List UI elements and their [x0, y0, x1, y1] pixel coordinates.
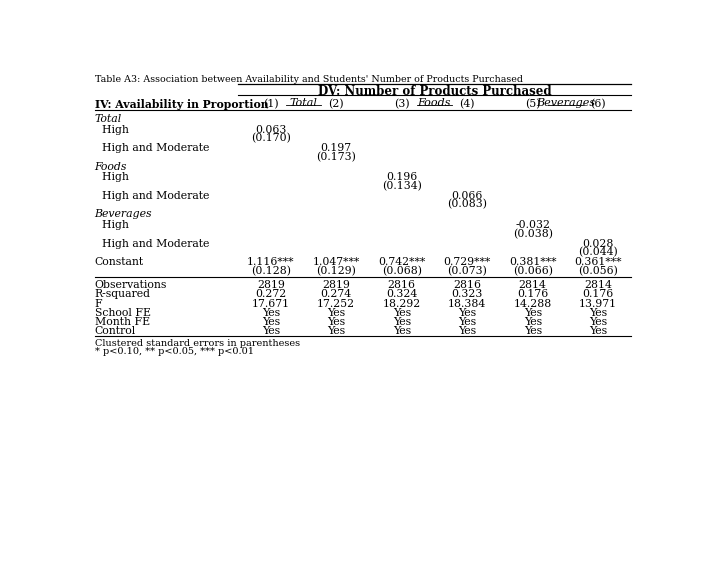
Text: 13.971: 13.971	[579, 298, 617, 309]
Text: Table A3: Association between Availability and Students' Number of Products Purc: Table A3: Association between Availabili…	[95, 75, 522, 84]
Text: (0.068): (0.068)	[382, 266, 421, 276]
Text: Yes: Yes	[524, 326, 542, 336]
Text: 17.252: 17.252	[317, 298, 355, 309]
Text: (0.083): (0.083)	[447, 199, 487, 210]
Text: * p<0.10, ** p<0.05, *** p<0.01: * p<0.10, ** p<0.05, *** p<0.01	[95, 347, 254, 356]
Text: 18.384: 18.384	[448, 298, 486, 309]
Text: 0.381***: 0.381***	[509, 257, 556, 267]
Text: 2814: 2814	[584, 280, 612, 290]
Text: (0.134): (0.134)	[382, 181, 421, 191]
Text: 0.063: 0.063	[255, 124, 286, 135]
Text: 0.729***: 0.729***	[443, 257, 491, 267]
Text: Yes: Yes	[392, 317, 411, 327]
Text: Foods: Foods	[418, 97, 451, 108]
Text: (0.170): (0.170)	[251, 133, 291, 143]
Text: 0.028: 0.028	[583, 238, 614, 248]
Text: Observations: Observations	[95, 280, 167, 290]
Text: Yes: Yes	[327, 326, 345, 336]
Text: DV: Number of Products Purchased: DV: Number of Products Purchased	[317, 85, 551, 98]
Text: 0.176: 0.176	[517, 289, 548, 300]
Text: High and Moderate: High and Moderate	[95, 191, 209, 201]
Text: (5): (5)	[525, 99, 540, 109]
Text: 18.292: 18.292	[382, 298, 421, 309]
Text: IV: Availability in Proportion: IV: Availability in Proportion	[95, 99, 268, 110]
Text: Month FE: Month FE	[95, 317, 150, 327]
Text: (0.173): (0.173)	[316, 151, 356, 162]
Text: Yes: Yes	[262, 308, 280, 318]
Text: Yes: Yes	[589, 326, 607, 336]
Text: 2816: 2816	[387, 280, 416, 290]
Text: High: High	[95, 172, 129, 182]
Text: High and Moderate: High and Moderate	[95, 238, 209, 248]
Text: Control: Control	[95, 326, 136, 336]
Text: 0.066: 0.066	[452, 191, 483, 201]
Text: (0.129): (0.129)	[316, 266, 356, 276]
Text: High: High	[95, 124, 129, 135]
Text: 17.671: 17.671	[252, 298, 290, 309]
Text: School FE: School FE	[95, 308, 151, 318]
Text: 0.176: 0.176	[583, 289, 614, 300]
Text: 0.196: 0.196	[386, 172, 417, 182]
Text: Yes: Yes	[327, 317, 345, 327]
Text: (0.128): (0.128)	[251, 266, 291, 276]
Text: (0.056): (0.056)	[578, 266, 618, 276]
Text: 0.274: 0.274	[320, 289, 352, 300]
Text: 14.288: 14.288	[513, 298, 551, 309]
Text: (4): (4)	[460, 99, 475, 109]
Text: Beverages: Beverages	[95, 209, 152, 219]
Text: Yes: Yes	[458, 317, 477, 327]
Text: -0.032: -0.032	[515, 220, 550, 230]
Text: (0.066): (0.066)	[513, 266, 553, 276]
Text: 0.361***: 0.361***	[574, 257, 622, 267]
Text: 0.323: 0.323	[452, 289, 483, 300]
Text: Clustered standard errors in parentheses: Clustered standard errors in parentheses	[95, 339, 300, 348]
Text: Yes: Yes	[392, 308, 411, 318]
Text: 2819: 2819	[257, 280, 285, 290]
Text: R-squared: R-squared	[95, 289, 151, 300]
Text: Yes: Yes	[589, 308, 607, 318]
Text: Yes: Yes	[262, 317, 280, 327]
Text: (0.044): (0.044)	[578, 247, 618, 257]
Text: 2816: 2816	[453, 280, 481, 290]
Text: (3): (3)	[394, 99, 409, 109]
Text: (1): (1)	[263, 99, 279, 109]
Text: Yes: Yes	[524, 308, 542, 318]
Text: 1.047***: 1.047***	[312, 257, 360, 267]
Text: 0.272: 0.272	[255, 289, 286, 300]
Text: (0.038): (0.038)	[513, 229, 553, 239]
Text: Yes: Yes	[327, 308, 345, 318]
Text: Foods: Foods	[95, 161, 127, 172]
Text: 0.197: 0.197	[320, 143, 352, 153]
Text: F: F	[95, 298, 103, 309]
Text: Total: Total	[95, 114, 122, 124]
Text: High: High	[95, 220, 129, 230]
Text: (2): (2)	[328, 99, 344, 109]
Text: 1.116***: 1.116***	[247, 257, 294, 267]
Text: Yes: Yes	[392, 326, 411, 336]
Text: 0.742***: 0.742***	[378, 257, 426, 267]
Text: (0.073): (0.073)	[448, 266, 487, 276]
Text: Yes: Yes	[458, 308, 477, 318]
Text: Constant: Constant	[95, 257, 144, 267]
Text: (6): (6)	[590, 99, 606, 109]
Text: Yes: Yes	[589, 317, 607, 327]
Text: 2819: 2819	[322, 280, 350, 290]
Text: High and Moderate: High and Moderate	[95, 143, 209, 153]
Text: 2814: 2814	[519, 280, 547, 290]
Text: Yes: Yes	[262, 326, 280, 336]
Text: 0.324: 0.324	[386, 289, 417, 300]
Text: Total: Total	[289, 97, 317, 108]
Text: Yes: Yes	[524, 317, 542, 327]
Text: Beverages: Beverages	[536, 97, 595, 108]
Text: Yes: Yes	[458, 326, 477, 336]
